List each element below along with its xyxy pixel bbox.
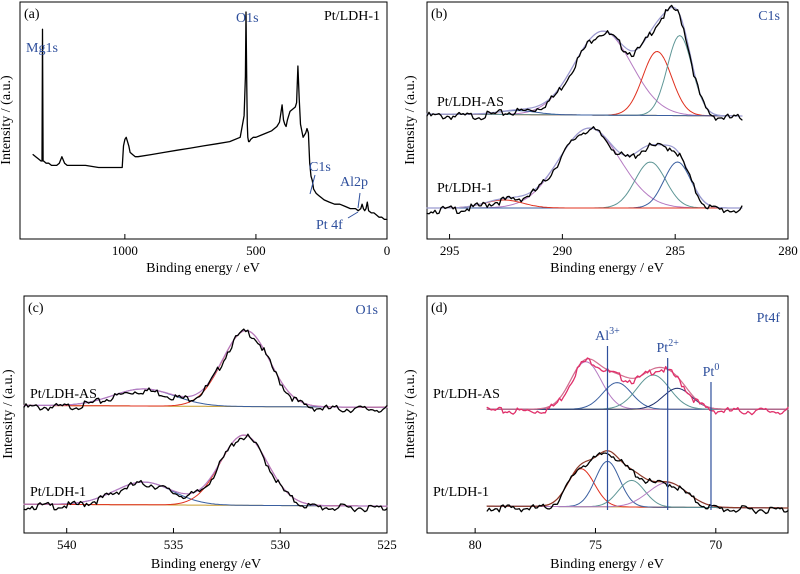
fit-component <box>486 460 789 509</box>
fit-component <box>486 479 789 509</box>
annotation-c1s: C1s <box>309 160 331 175</box>
raw-spectrum <box>23 433 388 513</box>
panel-c-sample-2: Pt/LDH-1 <box>30 485 86 500</box>
panel-d-sample-1: Pt/LDH-AS <box>433 387 500 402</box>
panel-b-ylabel: Intensity / (a.u.) <box>403 75 418 165</box>
panel-c-xlabel: Binding energy /eV <box>151 557 261 572</box>
panel-a-ticks: 1000 500 0 <box>112 234 390 258</box>
panel-c: (c) O1s Binding energy /eV Intensity / (… <box>1 295 397 572</box>
fit-envelope <box>426 127 743 209</box>
panel-b-ticks: 295 290 285 280 <box>440 234 798 258</box>
panel-b-label: (b) <box>431 7 448 22</box>
leader-pt4f <box>347 211 359 219</box>
panel-d-frame <box>426 295 789 534</box>
fit-component <box>486 374 789 410</box>
panel-c-title: O1s <box>355 303 378 318</box>
x-tick-label: 295 <box>440 243 460 258</box>
panel-d-curves <box>486 357 789 515</box>
annotation-al2p: Al2p <box>340 175 368 190</box>
x-tick-label: 540 <box>57 537 77 552</box>
panel-c-frame <box>23 295 388 534</box>
leader-al2p <box>357 192 361 209</box>
raw-spectrum <box>426 4 743 121</box>
x-tick-label: 70 <box>709 537 722 552</box>
panel-b-xlabel: Binding energy / eV <box>550 261 664 276</box>
panel-b-curves <box>426 4 743 215</box>
panel-b-frame <box>426 1 789 240</box>
panel-a-title: Pt/LDH-1 <box>324 9 380 24</box>
annotation-pt4f: Pt 4f <box>316 218 343 233</box>
fit-component <box>426 127 743 209</box>
panel-b-sample-2: Pt/LDH-1 <box>437 181 493 196</box>
fit-envelope <box>23 434 388 507</box>
panel-d: (d) Pt4f Binding energy / eV Intensity /… <box>403 295 789 572</box>
x-tick-label: 1000 <box>112 243 138 258</box>
fit-envelope <box>486 450 789 509</box>
x-tick-label: 535 <box>164 537 184 552</box>
x-tick-label: 500 <box>246 243 266 258</box>
fit-envelope <box>426 6 743 117</box>
raw-spectrum <box>486 357 789 416</box>
x-tick-label: 80 <box>469 537 482 552</box>
panel-a-curves <box>32 11 388 221</box>
panel-a-ylabel: Intensity / (a.u.) <box>0 75 14 165</box>
x-tick-label: 290 <box>553 243 573 258</box>
panel-a-label: (a) <box>24 7 40 22</box>
panel-a: (a) Pt/LDH-1 Binding energy / eV Intensi… <box>0 1 390 276</box>
x-tick-label: 75 <box>589 537 602 552</box>
panel-b-title: C1s <box>758 9 780 24</box>
raw-spectrum <box>486 452 789 515</box>
panel-c-ylabel: Intensity / (a.u.) <box>1 369 16 459</box>
x-tick-label: 530 <box>270 537 290 552</box>
panel-d-ticks: 80 75 70 <box>469 528 722 552</box>
survey-spectrum <box>32 11 388 221</box>
panel-d-sample-2: Pt/LDH-1 <box>433 485 489 500</box>
reference-line-label: Pt2+ <box>657 338 680 356</box>
panel-d-reference-lines: Al3+ Pt2+ Pt0 <box>595 326 719 510</box>
panel-b-sample-1: Pt/LDH-AS <box>437 95 504 110</box>
panel-c-ticks: 540 535 530 525 <box>57 528 397 552</box>
panel-d-xlabel: Binding energy / eV <box>550 557 664 572</box>
panel-c-curves <box>23 328 388 513</box>
fit-envelope <box>486 358 789 410</box>
fit-component <box>486 482 789 509</box>
fit-component <box>486 361 789 410</box>
panel-d-title: Pt4f <box>757 311 781 326</box>
panel-b: (b) C1s Binding energy / eV Intensity / … <box>403 1 798 276</box>
panel-c-sample-1: Pt/LDH-AS <box>30 387 97 402</box>
raw-spectrum <box>23 328 388 414</box>
panel-c-label: (c) <box>28 301 44 316</box>
panel-d-ylabel: Intensity / (a.u.) <box>403 369 418 459</box>
fit-component <box>486 382 789 410</box>
fit-component <box>486 468 789 509</box>
x-tick-label: 0 <box>384 243 391 258</box>
x-tick-label: 280 <box>778 243 798 258</box>
annotation-o1s: O1s <box>236 11 259 26</box>
raw-spectrum <box>426 126 743 215</box>
panel-d-label: (d) <box>431 301 448 316</box>
x-tick-label: 285 <box>665 243 685 258</box>
panel-a-xlabel: Binding energy / eV <box>146 261 260 276</box>
fit-component <box>486 387 789 410</box>
leader-c1s <box>309 174 316 195</box>
x-tick-label: 525 <box>377 537 397 552</box>
panel-a-frame <box>19 1 388 240</box>
reference-line-label: Al3+ <box>595 326 620 344</box>
reference-line-label: Pt0 <box>703 362 720 380</box>
annotation-mg1s: Mg1s <box>26 41 58 56</box>
